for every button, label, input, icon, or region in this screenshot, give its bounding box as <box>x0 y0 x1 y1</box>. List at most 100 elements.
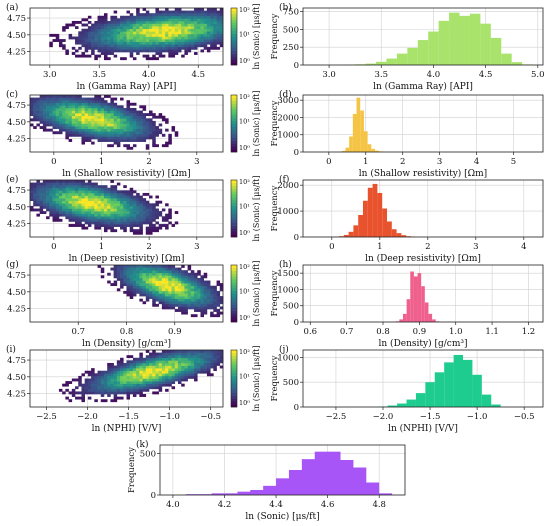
heatmap-cell <box>197 290 201 294</box>
heatmap-cell <box>184 365 188 369</box>
heatmap-cell <box>190 285 195 289</box>
heatmap-cell <box>87 208 92 212</box>
heatmap-cell <box>136 139 140 142</box>
axes-frame <box>302 7 544 66</box>
heatmap-cell <box>75 36 79 40</box>
heatmap-cell <box>197 285 201 289</box>
heatmap-cell <box>97 213 102 217</box>
heatmap-cell <box>210 26 214 30</box>
heatmap-cell <box>197 44 201 48</box>
heatmap-cell <box>94 120 98 124</box>
heatmap-cell <box>200 44 204 48</box>
heatmap-cell <box>200 290 204 294</box>
heatmap-cell <box>136 275 140 279</box>
heatmap-cell <box>97 126 102 129</box>
heatmap-cell <box>213 13 217 17</box>
heatmap-cell <box>216 362 221 366</box>
heatmap-cell <box>91 97 95 101</box>
heatmap-cell <box>136 115 140 119</box>
heatmap-cell <box>197 362 201 366</box>
heatmap-cell <box>197 13 201 17</box>
heatmap-cell <box>168 285 172 289</box>
heatmap-cell <box>187 360 192 364</box>
heatmap-cell <box>49 100 53 104</box>
heatmap-cell <box>190 31 195 35</box>
heatmap-cell <box>142 357 147 361</box>
heatmap-cell <box>68 131 73 135</box>
heatmap-cell <box>42 203 47 207</box>
heatmap-cell <box>52 39 57 42</box>
heatmap-cell <box>110 208 114 212</box>
heatmap-cell <box>94 57 98 61</box>
heatmap-cell <box>110 399 114 403</box>
heatmap-cell <box>94 218 98 222</box>
heatmap-cell <box>110 118 114 122</box>
heatmap-cell <box>171 296 176 299</box>
heatmap-cell <box>94 97 98 101</box>
heatmap-cell <box>97 20 102 24</box>
heatmap-cell <box>49 102 53 106</box>
colorbar-segment <box>231 276 237 280</box>
heatmap-cell <box>142 381 147 384</box>
heatmap-cell <box>107 375 111 379</box>
heatmap-cell <box>113 192 118 196</box>
panel-label: (i) <box>6 344 16 355</box>
heatmap-cell <box>158 44 163 48</box>
heatmap-cell <box>49 192 53 196</box>
heatmap-cell <box>181 301 185 305</box>
heatmap-cell <box>100 23 105 27</box>
heatmap-cell <box>42 192 47 196</box>
heatmap-cell <box>132 131 137 135</box>
heatmap-cell <box>75 182 79 186</box>
heatmap-cell <box>161 133 166 137</box>
heatmap-cell <box>123 39 127 42</box>
heatmap-cell <box>132 23 137 27</box>
heatmap-cell <box>81 33 85 37</box>
heatmap-cell <box>152 213 156 217</box>
heatmap-cell <box>65 185 69 189</box>
heatmap-cell <box>113 272 118 276</box>
y-axis-label: Frequency <box>270 355 280 401</box>
heatmap-cell <box>110 221 114 225</box>
heatmap-cell <box>161 285 166 289</box>
heatmap-cell <box>155 49 159 53</box>
x-tick-label: 1 <box>99 242 104 252</box>
heatmap-cells <box>30 95 179 150</box>
heatmap-cell <box>120 110 124 114</box>
heatmap-cell <box>103 211 108 214</box>
heatmap-cell <box>197 41 201 45</box>
heatmap-cell <box>110 216 114 220</box>
heatmap-cell <box>190 20 195 24</box>
heatmap-cell <box>181 44 185 48</box>
colorbar-segment <box>231 100 237 104</box>
heatmap-cell <box>177 36 182 40</box>
heatmap-cell <box>113 283 118 287</box>
heatmap-cell <box>152 13 156 17</box>
heatmap-cell <box>100 100 105 104</box>
heatmap-cell <box>168 373 172 377</box>
heatmap-cell <box>142 41 147 45</box>
heatmap-cell <box>110 370 114 374</box>
heatmap-cell <box>184 20 188 24</box>
heatmap-cell <box>103 20 108 24</box>
heatmap-cell <box>136 136 140 140</box>
heatmap-cell <box>139 105 143 109</box>
heatmap-cell <box>97 39 102 42</box>
heatmap-cell <box>194 309 198 312</box>
heatmap-cell <box>42 102 47 106</box>
heatmap-cell <box>139 28 143 32</box>
heatmap-cell <box>65 200 69 204</box>
heatmap-cell <box>107 272 111 276</box>
heatmap-cell <box>91 23 95 27</box>
heatmap-cell <box>129 23 134 27</box>
heatmap-cell <box>116 381 121 384</box>
heatmap-cell <box>91 126 95 129</box>
heatmap-cell <box>39 113 44 117</box>
heatmap-cell <box>81 192 85 196</box>
heatmap-cell <box>184 10 188 14</box>
heatmap-cell <box>97 205 102 209</box>
heatmap-cell <box>136 221 140 225</box>
heatmap-cell <box>187 44 192 48</box>
heatmap-cell <box>68 97 73 101</box>
